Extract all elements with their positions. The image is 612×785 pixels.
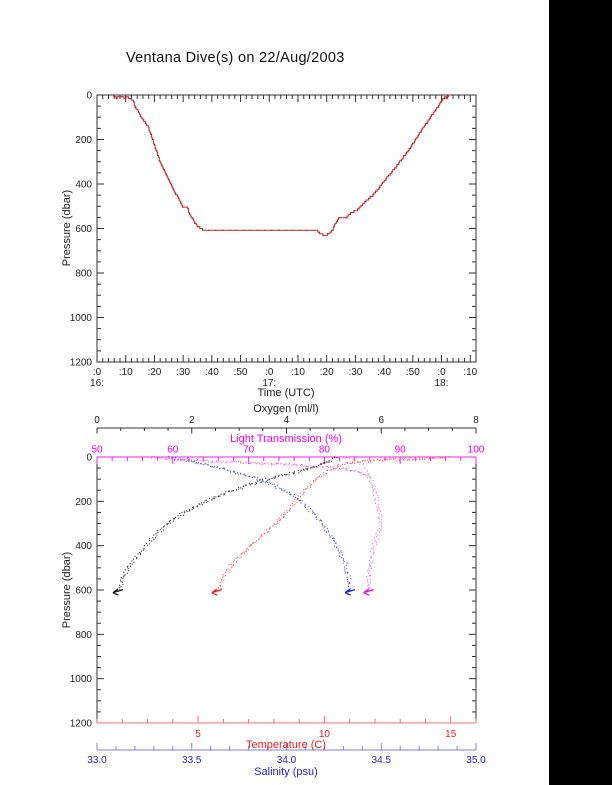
profile-dots-3 — [150, 455, 381, 590]
svg-text:1000: 1000 — [70, 674, 93, 685]
plots-canvas: :0 :10 :20 :30 :40 :50 :0 :10 :20 :30 :40 :50 :0 :10 1… — [70, 91, 486, 767]
temperature-axis-title: Temperature (C) — [245, 739, 327, 751]
svg-text:8: 8 — [473, 415, 479, 426]
svg-text:0: 0 — [86, 91, 92, 102]
svg-text:18:: 18: — [435, 378, 449, 389]
svg-text:34.5: 34.5 — [372, 755, 392, 766]
svg-text::50: :50 — [406, 367, 420, 378]
profile-dots-1 — [218, 456, 450, 592]
svg-text:35.0: 35.0 — [466, 755, 486, 766]
svg-text::0: :0 — [265, 367, 274, 378]
svg-text:33.0: 33.0 — [87, 755, 107, 766]
svg-text:0: 0 — [94, 415, 100, 426]
svg-text:80: 80 — [319, 445, 331, 456]
svg-text::0: :0 — [437, 367, 446, 378]
page-title: Ventana Dive(s) on 22/Aug/2003 — [126, 50, 345, 66]
bottom-plot: 0 200 400 600 800 1000 1200 50 60 70 80 90 100 5 10 15 0… — [70, 415, 486, 766]
svg-text:200: 200 — [75, 135, 92, 146]
svg-text::20: :20 — [320, 367, 334, 378]
svg-text:200: 200 — [75, 497, 92, 508]
svg-text:33.5: 33.5 — [182, 755, 202, 766]
svg-text::30: :30 — [348, 367, 362, 378]
svg-text::10: :10 — [119, 367, 133, 378]
svg-text:10: 10 — [319, 729, 331, 740]
top-plot: :0 :10 :20 :30 :40 :50 :0 :10 :20 :30 :40 :50 :0 :10 1… — [70, 91, 478, 390]
svg-text::50: :50 — [234, 367, 248, 378]
top-pressure-axis-title: Pressure (dbar) — [61, 189, 73, 267]
svg-text:800: 800 — [75, 269, 92, 280]
bottom-pressure-axis-title: Pressure (dbar) — [61, 551, 73, 629]
svg-text:1200: 1200 — [70, 719, 93, 730]
profile-dots-1 — [216, 455, 447, 592]
svg-text:400: 400 — [75, 541, 92, 552]
profile-dots-0 — [119, 456, 338, 591]
end-arrow-1 — [211, 588, 222, 596]
svg-text:600: 600 — [75, 224, 92, 235]
profile-dots-2 — [172, 456, 352, 592]
time-axis-title: Time (UTC) — [257, 387, 315, 399]
svg-text:400: 400 — [75, 180, 92, 191]
svg-text:800: 800 — [75, 630, 92, 641]
svg-text::0: :0 — [93, 367, 102, 378]
svg-text:0: 0 — [86, 453, 92, 464]
svg-text::20: :20 — [147, 367, 161, 378]
salinity-axis-title: Salinity (psu) — [254, 766, 318, 778]
profile-dots-2 — [167, 455, 351, 591]
svg-text:60: 60 — [167, 445, 179, 456]
svg-text:15: 15 — [445, 729, 457, 740]
svg-text:50: 50 — [91, 445, 103, 456]
svg-text:5: 5 — [195, 729, 201, 740]
svg-text::40: :40 — [377, 367, 391, 378]
light-transmission-axis-title: Light Transmission (%) — [230, 433, 342, 445]
svg-text::10: :10 — [291, 367, 305, 378]
end-arrow-3 — [363, 588, 374, 596]
svg-text::10: :10 — [463, 367, 477, 378]
oxygen-axis-title: Oxygen (ml/l) — [253, 403, 319, 415]
svg-text::40: :40 — [205, 367, 219, 378]
end-arrow-2 — [344, 588, 356, 596]
right-black-band — [549, 0, 612, 785]
end-arrow-0 — [112, 588, 124, 596]
svg-text:70: 70 — [243, 445, 255, 456]
profile-dots-0 — [116, 456, 336, 591]
svg-text:1200: 1200 — [70, 358, 93, 369]
svg-text:600: 600 — [75, 586, 92, 597]
svg-text:4: 4 — [284, 415, 290, 426]
svg-text:34.0: 34.0 — [277, 755, 297, 766]
svg-text::30: :30 — [176, 367, 190, 378]
svg-text:16:: 16: — [90, 378, 104, 389]
dive-track-line — [112, 94, 451, 237]
svg-text:2: 2 — [189, 415, 195, 426]
svg-text:90: 90 — [395, 445, 407, 456]
svg-text:1000: 1000 — [70, 313, 93, 324]
profile-dots-3 — [151, 455, 383, 592]
svg-text:100: 100 — [468, 445, 485, 456]
svg-text:17:: 17: — [262, 378, 276, 389]
svg-text:6: 6 — [378, 415, 384, 426]
profile-dots-4 — [343, 456, 372, 479]
